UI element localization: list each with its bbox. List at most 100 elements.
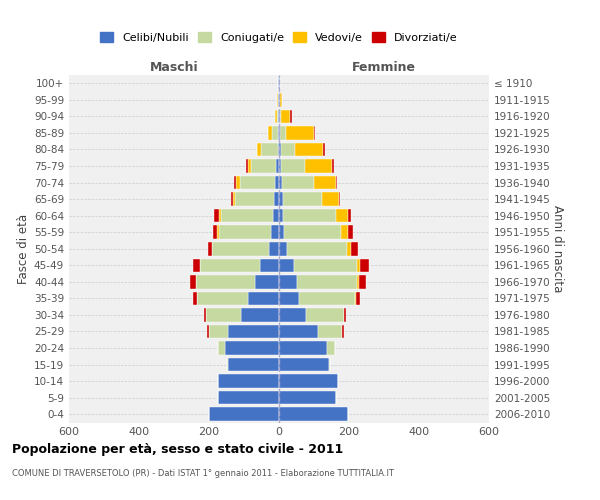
Bar xyxy=(279,292,299,305)
Bar xyxy=(219,209,221,222)
Bar xyxy=(342,324,344,338)
Bar xyxy=(251,159,276,173)
Bar xyxy=(232,192,233,206)
Bar xyxy=(279,408,348,421)
Bar xyxy=(204,308,205,322)
Bar xyxy=(212,242,269,256)
Bar xyxy=(260,258,279,272)
Bar xyxy=(200,258,260,272)
Bar xyxy=(329,358,331,372)
Bar xyxy=(240,176,275,190)
Bar xyxy=(279,110,280,123)
Bar xyxy=(358,275,359,288)
Bar xyxy=(272,126,278,140)
Bar xyxy=(248,292,279,305)
Bar xyxy=(284,226,341,239)
Bar xyxy=(228,324,279,338)
Bar xyxy=(269,242,279,256)
Bar xyxy=(355,292,356,305)
Bar xyxy=(233,192,235,206)
Bar xyxy=(217,226,219,239)
Bar xyxy=(337,209,347,222)
Bar xyxy=(275,110,277,123)
Bar xyxy=(280,126,286,140)
Bar xyxy=(281,110,290,123)
Bar xyxy=(235,192,274,206)
Bar xyxy=(290,110,292,123)
Bar xyxy=(207,324,209,338)
Bar xyxy=(286,126,314,140)
Bar xyxy=(236,176,240,190)
Bar xyxy=(279,76,280,90)
Bar xyxy=(328,342,335,355)
Text: Femmine: Femmine xyxy=(352,61,416,74)
Bar xyxy=(283,209,337,222)
Bar xyxy=(279,358,329,372)
Bar xyxy=(338,192,340,206)
Bar xyxy=(323,142,325,156)
Bar xyxy=(279,93,280,106)
Bar xyxy=(268,126,272,140)
Bar xyxy=(279,159,281,173)
Bar xyxy=(213,226,217,239)
Bar xyxy=(279,374,338,388)
Bar xyxy=(314,126,316,140)
Bar xyxy=(322,192,338,206)
Bar xyxy=(318,324,342,338)
Bar xyxy=(248,159,251,173)
Bar xyxy=(274,192,279,206)
Bar xyxy=(279,324,318,338)
Bar xyxy=(344,308,346,322)
Y-axis label: Fasce di età: Fasce di età xyxy=(17,214,30,284)
Bar xyxy=(275,176,279,190)
Bar xyxy=(360,258,369,272)
Bar xyxy=(261,142,278,156)
Bar xyxy=(221,209,272,222)
Bar xyxy=(279,142,281,156)
Bar xyxy=(279,308,307,322)
Bar xyxy=(278,110,279,123)
Bar xyxy=(314,176,336,190)
Text: COMUNE DI TRAVERSETOLO (PR) - Dati ISTAT 1° gennaio 2011 - Elaborazione TUTTITAL: COMUNE DI TRAVERSETOLO (PR) - Dati ISTAT… xyxy=(12,468,394,477)
Bar xyxy=(276,159,279,173)
Bar xyxy=(348,226,353,239)
Bar xyxy=(332,159,334,173)
Bar xyxy=(228,358,279,372)
Bar xyxy=(241,308,279,322)
Bar xyxy=(219,226,271,239)
Bar xyxy=(307,308,344,322)
Bar xyxy=(356,292,360,305)
Bar xyxy=(257,142,261,156)
Bar xyxy=(279,226,284,239)
Bar xyxy=(227,358,228,372)
Bar xyxy=(218,342,225,355)
Bar xyxy=(279,275,297,288)
Bar xyxy=(214,209,219,222)
Text: Maschi: Maschi xyxy=(149,61,199,74)
Bar xyxy=(190,275,196,288)
Bar xyxy=(280,110,281,123)
Bar xyxy=(336,176,337,190)
Bar xyxy=(271,226,279,239)
Bar xyxy=(277,110,278,123)
Bar xyxy=(278,76,279,90)
Bar xyxy=(272,209,279,222)
Bar xyxy=(283,192,322,206)
Bar xyxy=(282,176,314,190)
Bar xyxy=(279,242,287,256)
Bar xyxy=(359,275,366,288)
Bar xyxy=(205,308,241,322)
Bar xyxy=(208,242,212,256)
Bar xyxy=(279,258,294,272)
Bar xyxy=(193,292,197,305)
Bar xyxy=(218,391,279,404)
Bar xyxy=(246,159,248,173)
Bar xyxy=(295,142,323,156)
Bar xyxy=(278,142,279,156)
Bar xyxy=(209,408,279,421)
Legend: Celibi/Nubili, Coniugati/e, Vedovi/e, Divorziati/e: Celibi/Nubili, Coniugati/e, Vedovi/e, Di… xyxy=(98,30,460,45)
Bar xyxy=(351,242,358,256)
Bar xyxy=(209,324,228,338)
Bar xyxy=(196,275,254,288)
Bar xyxy=(347,209,351,222)
